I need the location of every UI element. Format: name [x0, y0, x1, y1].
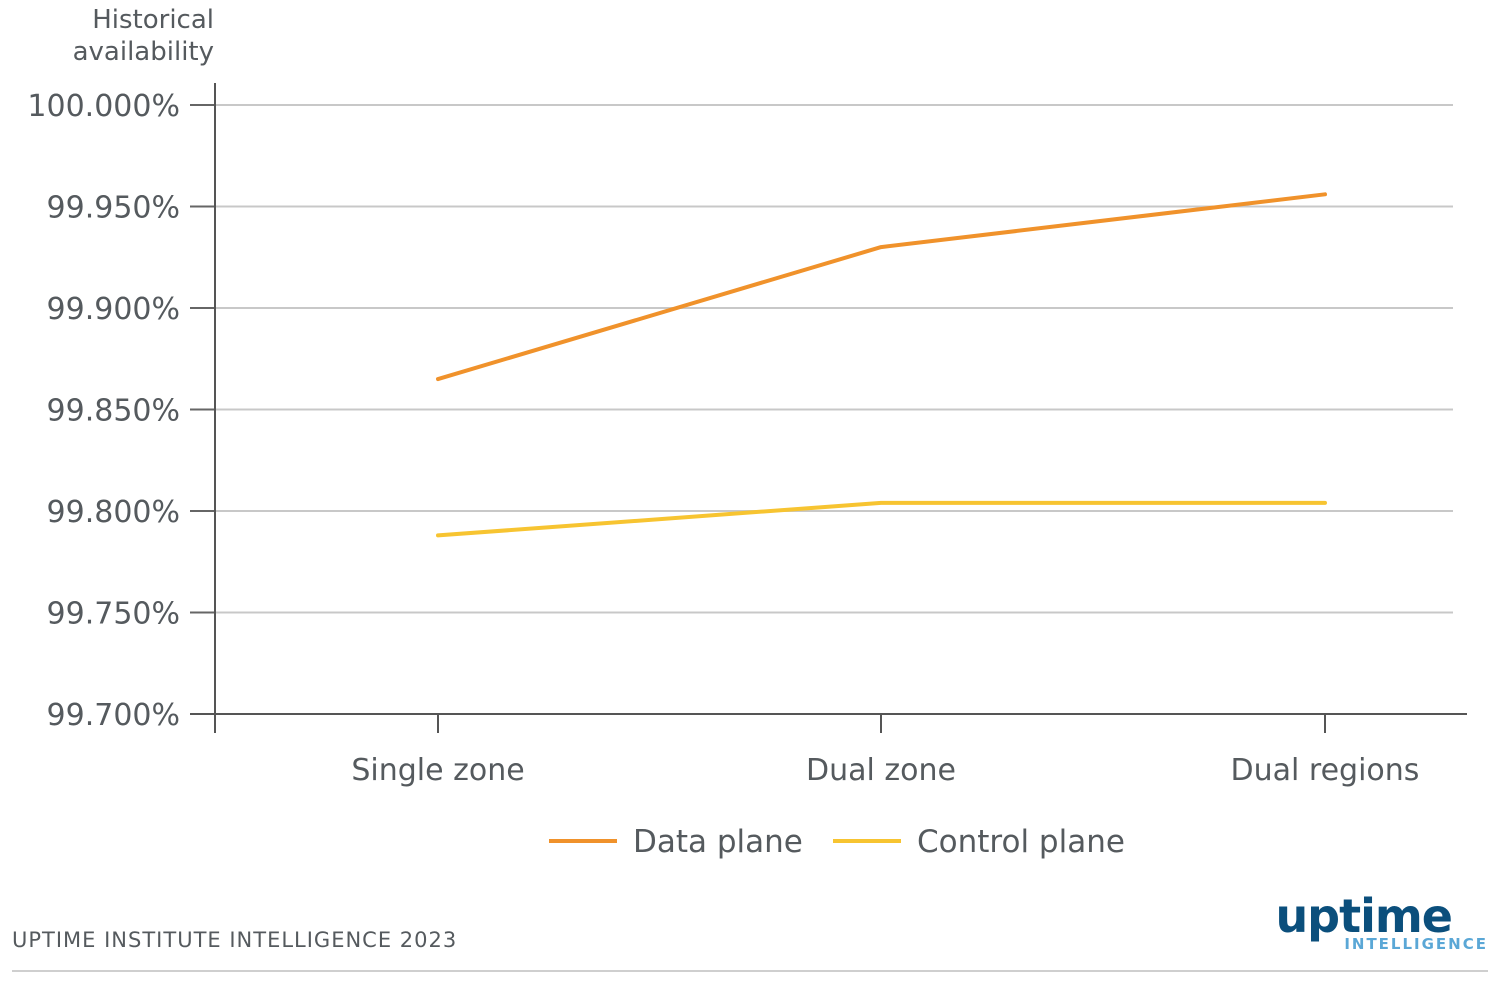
series-line [436, 192, 1327, 382]
logo-subtext: INTELLIGENCE [1344, 935, 1488, 953]
source-footer: UPTIME INSTITUTE INTELLIGENCE 2023 [12, 928, 458, 952]
y-axis-label-line: availability [73, 37, 214, 67]
y-axis-label-line: Historical [92, 5, 214, 35]
series-lines [436, 192, 1327, 538]
legend-label: Control plane [917, 824, 1125, 860]
y-tick-labels: 100.000% 99.950% 99.900% 99.850% 99.800% 99.7… [27, 89, 180, 733]
axes [190, 83, 1467, 733]
y-tick-label: 99.950% [47, 191, 180, 226]
x-tick-labels: Single zone Dual zone Dual regions [351, 753, 1419, 788]
series-line [436, 500, 1327, 538]
y-tick-label: 99.900% [47, 292, 180, 327]
x-tick-label: Dual zone [806, 753, 956, 788]
y-tick-label: 99.750% [47, 597, 180, 632]
y-tick-label: 99.800% [47, 495, 180, 530]
legend: Data plane Control plane [549, 824, 1125, 860]
legend-label: Data plane [633, 824, 803, 860]
footer-divider [12, 970, 1488, 972]
x-tick-label: Single zone [351, 753, 524, 788]
y-tick-label: 99.700% [47, 698, 180, 733]
x-tick-label: Dual regions [1231, 753, 1420, 788]
logo-text: uptime [1275, 889, 1453, 943]
gridlines [190, 104, 1453, 715]
y-tick-label: 100.000% [27, 89, 180, 124]
y-tick-label: 99.850% [47, 394, 180, 429]
